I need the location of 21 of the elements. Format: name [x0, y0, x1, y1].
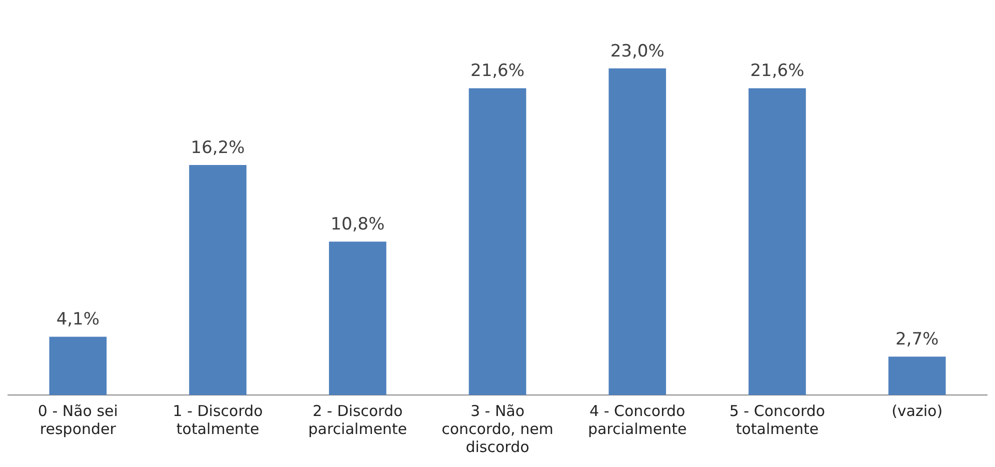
data-label: 21,6%	[750, 61, 804, 82]
x-tick-label: 4 - Concordo parcialmente	[588, 402, 687, 438]
bar	[328, 242, 386, 395]
bar	[888, 356, 946, 395]
x-tick-label: (vazio)	[892, 402, 943, 420]
x-tick-label: 0 - Não sei responder	[38, 402, 118, 438]
bar	[748, 88, 806, 395]
bar	[468, 88, 526, 395]
bar	[49, 336, 107, 395]
data-label: 16,2%	[190, 138, 245, 158]
x-tick-label: 5 - Concordo totalmente	[729, 402, 826, 438]
x-tick-label: 1 - Discordo totalmente	[172, 402, 263, 438]
data-label: 10,8%	[330, 214, 385, 235]
bar	[189, 164, 246, 395]
data-label: 2,7%	[895, 330, 939, 350]
data-label: 4,1%	[56, 310, 100, 330]
bar	[608, 68, 666, 395]
x-tick-label: 3 - Não concordo, nem discordo	[442, 402, 554, 456]
data-label: 23,0%	[610, 41, 664, 62]
x-tick-label: 2 - Discordo parcialmente	[308, 402, 408, 438]
data-label: 21,6%	[470, 61, 525, 82]
